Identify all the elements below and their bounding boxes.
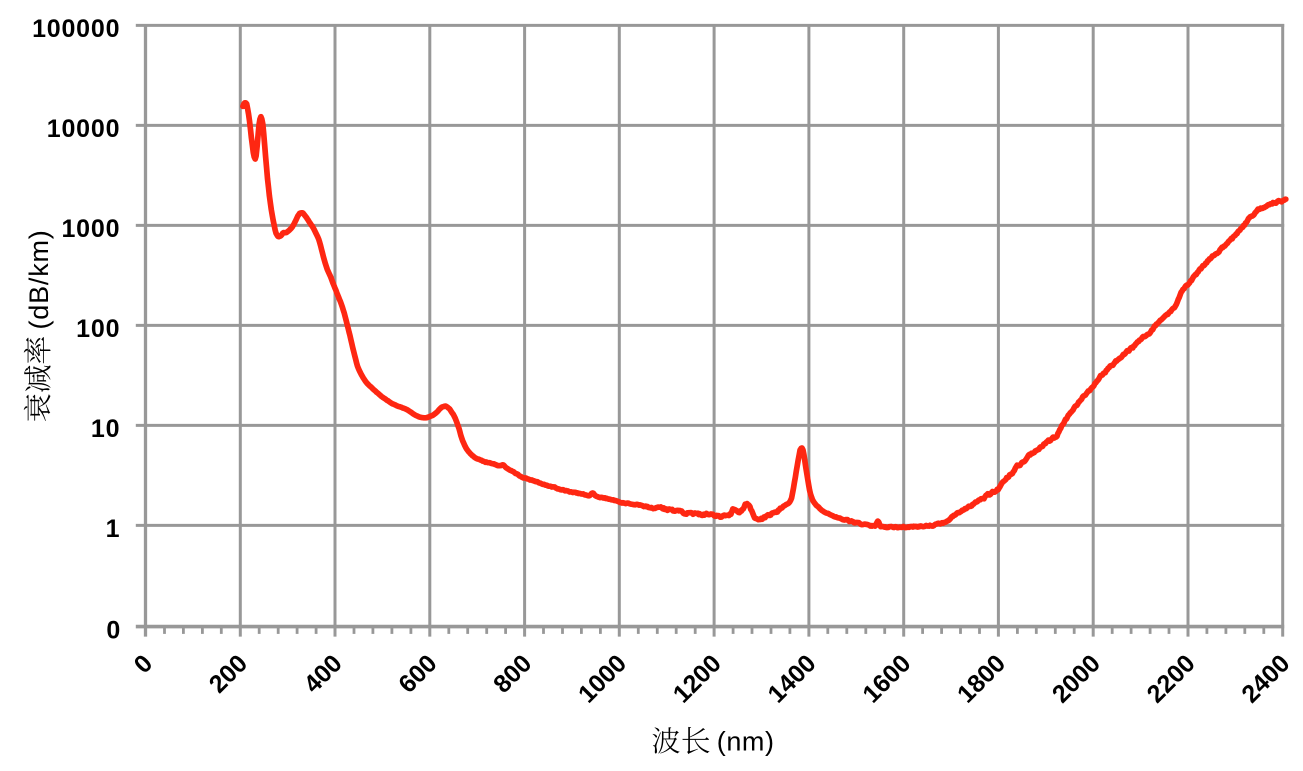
svg-text:1000: 1000 [61,215,120,243]
svg-text:600: 600 [393,649,442,698]
svg-text:1200: 1200 [668,649,727,708]
svg-text:200: 200 [204,649,253,698]
svg-text:400: 400 [298,649,347,698]
svg-text:800: 800 [488,649,537,698]
svg-text:(dB/km): (dB/km) [24,229,54,329]
svg-text:1000: 1000 [573,649,632,708]
svg-text:0: 0 [129,649,159,679]
svg-text:10000: 10000 [47,115,121,143]
svg-text:(nm): (nm) [717,727,775,757]
svg-text:2400: 2400 [1236,649,1295,708]
svg-text:10: 10 [91,415,120,443]
svg-text:1600: 1600 [857,649,916,708]
svg-text:1: 1 [106,515,121,543]
svg-text:2000: 2000 [1047,649,1106,708]
svg-text:0: 0 [106,617,120,645]
svg-text:1400: 1400 [763,649,822,708]
svg-text:1800: 1800 [952,649,1011,708]
svg-text:100000: 100000 [32,15,120,43]
svg-text:100: 100 [76,315,120,343]
svg-text:2200: 2200 [1142,649,1201,708]
